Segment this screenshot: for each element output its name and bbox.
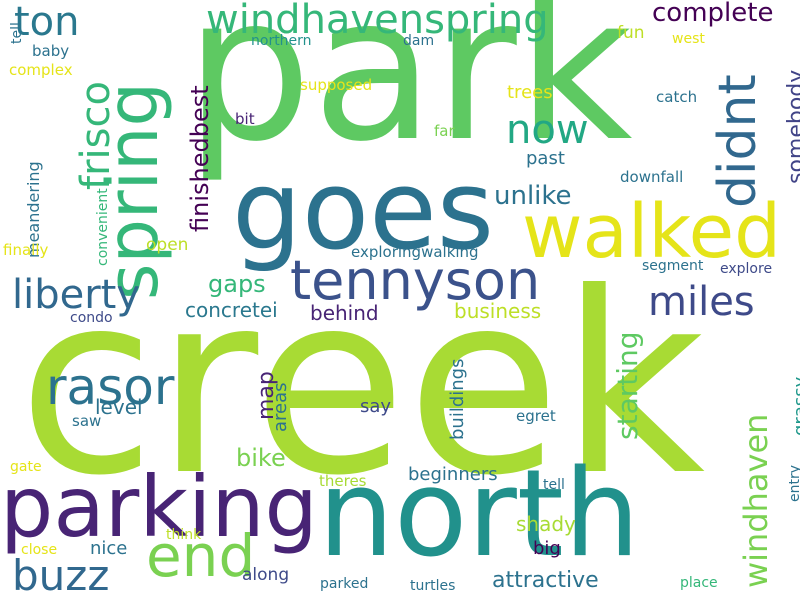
word-rasor: rasor (46, 358, 175, 416)
word-starting: starting (611, 331, 644, 440)
word-west: west (672, 31, 705, 47)
word-entry: entry (787, 464, 800, 502)
word-nice: nice (90, 538, 128, 559)
word-complete: complete (652, 0, 774, 28)
word-tell: tell (9, 22, 25, 44)
word-somebody: somebody (784, 69, 800, 184)
word-bit: bit (235, 110, 255, 128)
word-didnt: didnt (708, 74, 768, 208)
word-saw: saw (72, 412, 102, 430)
word-attractive: attractive (492, 568, 599, 593)
word-liberty: liberty (12, 272, 141, 318)
word-gaps: gaps (208, 270, 266, 298)
word-place: place (680, 575, 718, 591)
word-level: level (95, 395, 143, 419)
word-parking: parking (0, 458, 318, 556)
word-buildings: buildings (447, 358, 468, 440)
word-windhavenspring: windhavenspring (206, 0, 549, 43)
word-gate: gate (10, 459, 42, 475)
word-exploringwalking: exploringwalking (351, 243, 479, 261)
word-along: along (242, 565, 290, 585)
word-shady: shady (516, 512, 576, 536)
word-complex: complex (9, 61, 73, 79)
word-northern: northern (251, 33, 312, 49)
word-think: think (166, 527, 202, 543)
word-segment: segment (642, 258, 704, 274)
word-unlike: unlike (494, 181, 572, 211)
word-fun: fun (617, 23, 645, 43)
word-parked: parked (320, 576, 369, 592)
word-convenient: convenient (95, 188, 111, 266)
word-tell: tell (543, 477, 565, 493)
word-business: business (454, 299, 542, 323)
word-bike: bike (236, 444, 286, 472)
word-baby: baby (32, 42, 70, 60)
word-beginners: beginners (408, 464, 498, 485)
word-say: say (360, 396, 392, 417)
word-walked: walked (522, 189, 782, 275)
word-egret: egret (516, 407, 556, 425)
word-buzz: buzz (12, 551, 110, 600)
word-now: now (506, 107, 589, 153)
word-open: open (146, 235, 189, 255)
word-ton: ton (14, 0, 80, 45)
word-areas: areas (270, 382, 291, 432)
word-concretei: concretei (185, 298, 278, 322)
word-turtles: turtles (410, 578, 456, 594)
word-close: close (21, 542, 58, 558)
word-behind: behind (310, 301, 379, 325)
word-windhaven: windhaven (737, 413, 775, 588)
word-theres: theres (319, 472, 367, 490)
word-past: past (526, 148, 565, 169)
word-frisco: frisco (73, 81, 119, 190)
word-miles: miles (648, 279, 755, 325)
word-far: far (434, 122, 455, 140)
word-condo: condo (70, 310, 113, 326)
word-grassy: grassy (790, 376, 800, 436)
word-supposed: supposed (300, 76, 373, 94)
word-downfall: downfall (620, 168, 684, 186)
word-explore: explore (720, 261, 773, 277)
word-catch: catch (656, 88, 698, 106)
word-park: park (185, 0, 633, 186)
word-finishedbest: finishedbest (186, 85, 214, 232)
word-big: big (533, 538, 561, 559)
word-goes: goes (232, 146, 495, 274)
word-creek: creek (18, 239, 706, 530)
word-finally: finally (3, 241, 49, 259)
word-trees: trees (507, 82, 553, 103)
word-tennyson: tennyson (290, 249, 541, 312)
word-north: north (318, 445, 640, 584)
word-end: end (146, 522, 256, 590)
word-dam: dam (403, 33, 435, 49)
